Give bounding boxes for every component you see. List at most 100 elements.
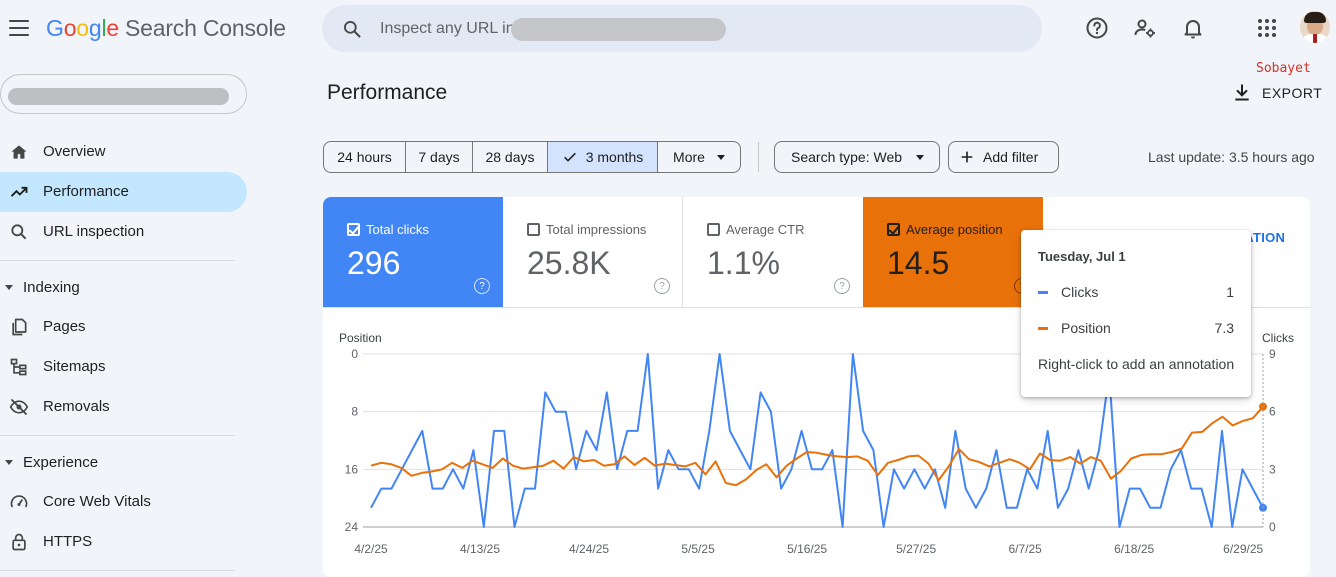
search-console-logo[interactable]: Google Search Console <box>46 15 286 42</box>
avatar-hair <box>1304 12 1326 23</box>
account-avatar[interactable] <box>1300 11 1330 43</box>
right-axis-tick-label: 3 <box>1269 462 1276 476</box>
range-7-days[interactable]: 7 days <box>406 142 473 172</box>
export-button[interactable]: EXPORT <box>1232 82 1322 104</box>
sidebar-item-label: Removals <box>43 398 110 415</box>
sidebar-item-overview[interactable]: Overview <box>0 132 247 172</box>
metric-label: Total clicks <box>366 222 429 237</box>
metric-total-impressions[interactable]: Total impressions 25.8K ? <box>503 197 683 307</box>
url-inspect-search-bar[interactable]: Inspect any URL in <box>322 5 1042 52</box>
logo-letter: o <box>76 15 89 41</box>
menu-line <box>9 34 29 36</box>
logo-letter: l <box>101 15 107 41</box>
right-axis-tick-label: 6 <box>1269 405 1276 419</box>
checkbox[interactable] <box>527 223 540 236</box>
add-filter-label: Add filter <box>983 149 1039 165</box>
tooltip-series-name: Clicks <box>1061 284 1099 300</box>
logo-letter: G <box>46 15 64 41</box>
menu-line <box>9 27 29 29</box>
help-icon[interactable]: ? <box>654 278 670 294</box>
sidebar-item-label: Core Web Vitals <box>43 493 151 510</box>
x-axis-tick-label: 6/29/25 <box>1223 542 1263 556</box>
x-axis-tick-label: 5/5/25 <box>681 542 715 556</box>
visibility-off-icon <box>9 398 29 416</box>
sidebar-divider <box>0 260 235 261</box>
signature-text: Sobayet <box>1256 61 1311 76</box>
search-type-dropdown[interactable]: Search type: Web <box>774 141 940 173</box>
sidebar-section-indexing[interactable]: Indexing <box>0 279 200 299</box>
trending-up-icon <box>10 186 28 197</box>
metric-label: Total impressions <box>546 222 647 237</box>
checkbox[interactable] <box>347 223 360 236</box>
tooltip-series-value: 1 <box>1226 284 1234 300</box>
apps-grid-icon[interactable] <box>1255 16 1279 40</box>
tooltip-series-name: Position <box>1061 320 1111 336</box>
sidebar-item-url-inspection[interactable]: URL inspection <box>0 212 247 252</box>
sidebar-item-label: Performance <box>43 183 129 200</box>
checkbox[interactable] <box>887 223 900 236</box>
metric-value: 1.1% <box>707 245 780 281</box>
metric-value: 14.5 <box>887 245 950 281</box>
help-icon[interactable] <box>1085 16 1109 40</box>
logo-letter: g <box>88 15 102 41</box>
right-axis-title: Clicks <box>1262 331 1294 345</box>
left-axis-tick-label: 0 <box>351 347 358 361</box>
tooltip-row-clicks: Clicks 1 <box>1038 284 1234 302</box>
checkbox[interactable] <box>707 223 720 236</box>
sidebar-item-label: Sitemaps <box>43 358 106 375</box>
left-axis-title: Position <box>339 331 382 345</box>
notifications-bell-icon[interactable] <box>1181 16 1205 40</box>
help-icon[interactable]: ? <box>474 278 490 294</box>
metric-total-clicks[interactable]: Total clicks 296 ? <box>323 197 503 307</box>
redacted-property-name <box>8 88 229 105</box>
sidebar-item-label: HTTPS <box>43 533 93 550</box>
metric-value: 25.8K <box>527 245 611 281</box>
range-more-dropdown[interactable]: More <box>658 142 740 172</box>
help-icon[interactable]: ? <box>834 278 850 294</box>
range-label: 28 days <box>485 149 535 165</box>
main-menu-button[interactable] <box>9 20 29 36</box>
right-axis-tick-label: 0 <box>1269 520 1276 534</box>
sidebar-item-performance[interactable]: Performance <box>0 172 247 212</box>
sidebar-section-experience[interactable]: Experience <box>0 454 200 474</box>
pages-icon <box>12 318 27 336</box>
metric-value: 296 <box>347 245 401 281</box>
sidebar-item-sitemaps[interactable]: Sitemaps <box>0 347 247 387</box>
filter-separator <box>758 142 759 172</box>
sidebar-divider <box>0 435 235 436</box>
range-label: 7 days <box>418 149 460 165</box>
range-3-months[interactable]: 3 months <box>548 142 658 172</box>
sidebar-item-label: URL inspection <box>43 223 145 240</box>
home-icon <box>11 145 27 159</box>
property-selector[interactable] <box>0 74 247 114</box>
performance-chart[interactable]: 0 8 16 24 9 6 3 0 Position Clicks 4/2/25 4/13/25 4/2… <box>323 197 1310 577</box>
range-28-days[interactable]: 28 days <box>473 142 548 172</box>
right-axis-tick-label: 9 <box>1269 347 1276 361</box>
range-24-hours[interactable]: 24 hours <box>324 142 406 172</box>
download-icon <box>1235 84 1249 101</box>
x-axis-tick-label: 4/24/25 <box>569 542 609 556</box>
sitemap-icon <box>10 358 27 376</box>
sidebar-item-removals[interactable]: Removals <box>0 387 247 427</box>
metric-average-ctr[interactable]: Average CTR 1.1% ? <box>683 197 863 307</box>
lock-icon <box>12 533 26 551</box>
x-axis-tick-label: 5/27/25 <box>896 542 936 556</box>
manage-users-icon[interactable] <box>1133 16 1157 40</box>
metric-average-position[interactable]: Average position 14.5 ? <box>863 197 1043 307</box>
left-axis-tick-label: 8 <box>351 405 358 419</box>
series-line-clicks <box>370 353 1264 528</box>
logo-letter: e <box>106 15 119 41</box>
add-filter-button[interactable]: Add filter <box>948 141 1059 173</box>
sidebar-item-https[interactable]: HTTPS <box>0 522 247 562</box>
date-range-selector: 24 hours 7 days 28 days 3 months More <box>323 141 741 173</box>
left-axis-tick-label: 16 <box>345 462 359 476</box>
sidebar-item-label: Overview <box>43 143 106 160</box>
product-name: Search Console <box>125 15 286 41</box>
chevron-down-icon <box>916 154 925 160</box>
search-type-label: Search type: Web <box>791 149 903 165</box>
last-update-text: Last update: 3.5 hours ago <box>1148 149 1315 165</box>
sidebar-item-pages[interactable]: Pages <box>0 307 247 347</box>
sidebar-item-core-web-vitals[interactable]: Core Web Vitals <box>0 482 247 522</box>
section-label: Experience <box>23 454 99 471</box>
metric-label: Average CTR <box>726 222 805 237</box>
